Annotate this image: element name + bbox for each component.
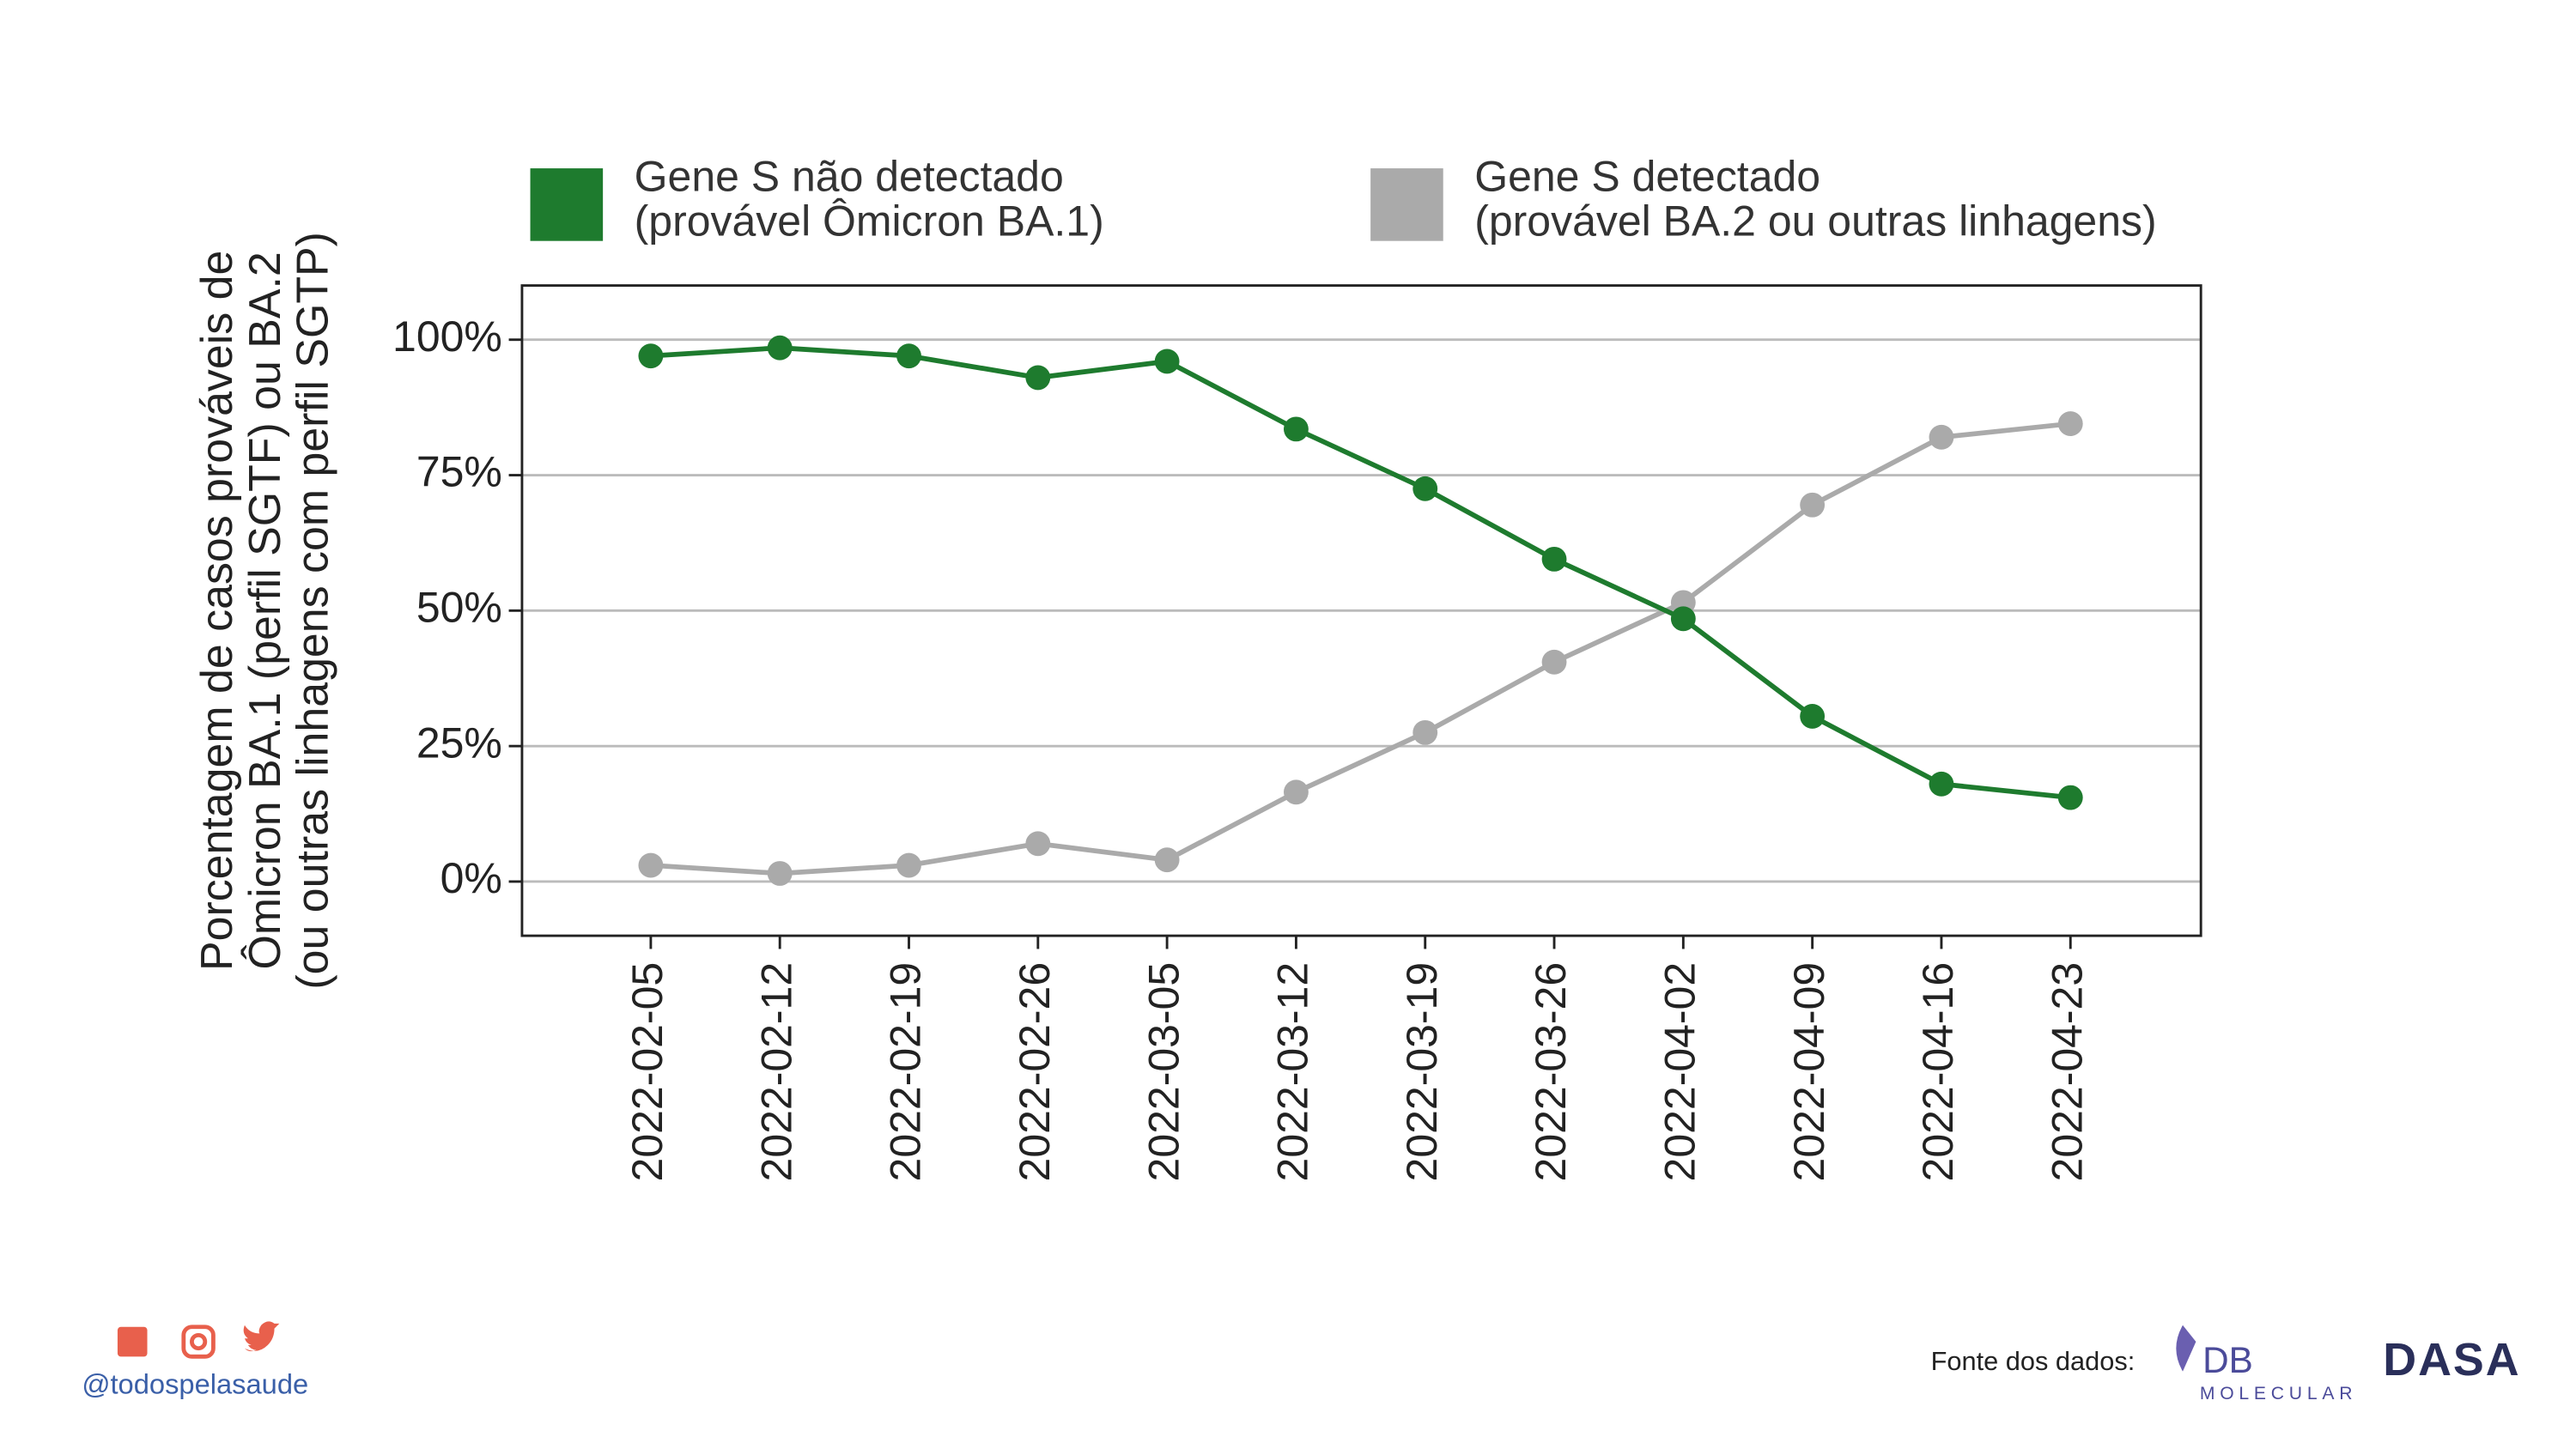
y-axis-label: Porcentagem de casos prováveis deÔmicron… [191,232,337,990]
x-tick-label: 2022-03-12 [1269,962,1317,1182]
instagram-lens [190,1332,208,1351]
series-line [650,345,2071,800]
data-point [1413,719,1438,745]
data-point [1670,606,1696,632]
data-point [767,335,793,361]
data-point [1284,416,1309,442]
data-point [1800,492,1826,518]
data-point [1025,831,1051,857]
y-tick-label: 100% [392,312,502,361]
series-line [650,421,2071,876]
data-point [2057,785,2083,810]
data-point [896,343,921,369]
data-point [767,861,793,886]
data-point [1541,546,1567,572]
plot-frame [520,284,2202,937]
y-tick-label: 0% [440,854,502,902]
logo-db-sub: MOLECULAR [2200,1384,2357,1404]
logo-db: DB [2202,1340,2253,1380]
social-handle: @todospelasaude [82,1368,308,1400]
x-tick-label: 2022-02-26 [1011,962,1059,1182]
logo-dasa: DASA [2383,1334,2520,1385]
x-tick-label: 2022-02-12 [752,962,800,1182]
x-tick-label: 2022-02-05 [623,962,671,1182]
data-point [2057,411,2083,436]
data-point [1154,847,1180,873]
legend-label: Gene S não detectado (provável Ômicron BA… [635,153,1104,246]
legend-swatch [1370,168,1443,241]
x-tick-label: 2022-02-19 [882,962,930,1182]
data-point [638,852,664,878]
y-tick-label: 75% [416,448,502,496]
data-point [896,852,921,878]
data-point [1284,779,1309,805]
facebook-icon[interactable] [117,1326,148,1357]
x-tick-label: 2022-04-23 [2043,962,2091,1182]
data-point [1154,349,1180,374]
x-tick-label: 2022-04-16 [1914,962,1962,1182]
data-point [1929,424,1954,450]
legend-swatch [530,168,604,241]
x-tick-label: 2022-03-05 [1139,962,1188,1182]
twitter-icon[interactable] [243,1321,280,1352]
data-point [1025,365,1051,391]
x-tick-label: 2022-03-19 [1398,962,1446,1182]
x-tick-label: 2022-04-09 [1785,962,1833,1182]
instagram-icon[interactable] [181,1325,216,1359]
data-point [1929,771,1954,797]
data-point [638,343,664,369]
data-point [1413,476,1438,501]
x-tick-label: 2022-04-02 [1656,962,1704,1182]
data-point [1541,649,1567,675]
social-icons [117,1321,280,1359]
legend-label: Gene S detectado (provável BA.2 ou outras… [1474,153,2156,246]
db-logo-mark [2176,1325,2196,1372]
x-tick-label: 2022-03-26 [1527,962,1575,1182]
y-tick-label: 25% [416,718,502,767]
y-tick-label: 50% [416,584,502,632]
source-label: Fonte dos dados: [1931,1346,2136,1376]
data-point [1800,704,1826,729]
